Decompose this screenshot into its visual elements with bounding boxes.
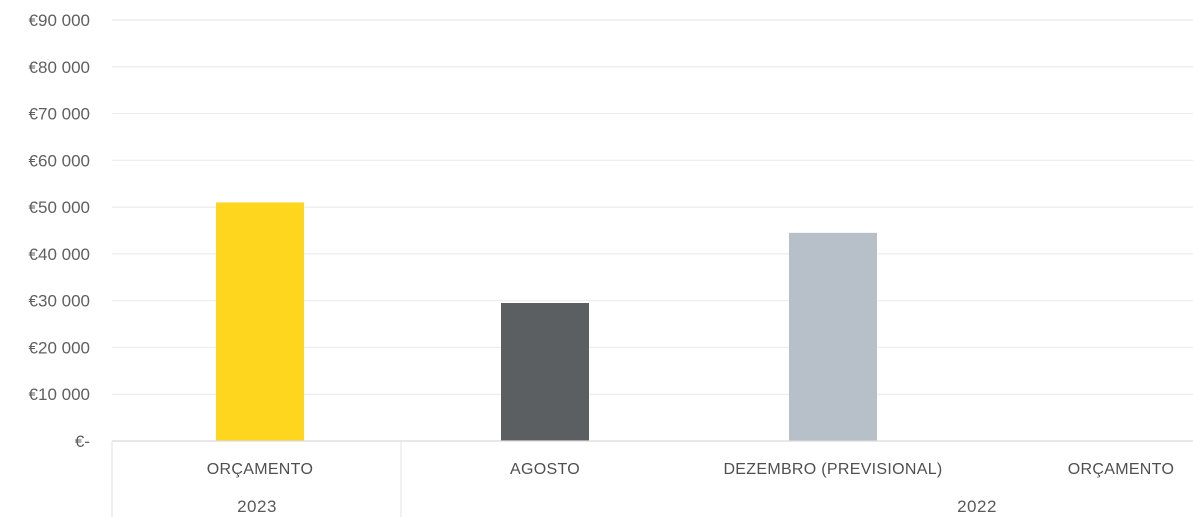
y-tick-label: €60 000 (29, 151, 90, 170)
category-label: AGOSTO (510, 461, 580, 478)
y-tick-label: €40 000 (29, 245, 90, 264)
bar (501, 303, 589, 441)
category-label: DEZEMBRO (PREVISIONAL) (723, 461, 942, 478)
y-tick-label: €50 000 (29, 198, 90, 217)
y-tick-label: €90 000 (29, 11, 90, 30)
group-label: 2023 (237, 497, 277, 516)
y-tick-label: €80 000 (29, 58, 90, 77)
y-axis-tick-labels: €- €10 000 €20 000 €30 000 €40 000 €50 000 €60… (29, 11, 90, 451)
category-label: ORÇAMENTO (207, 461, 313, 478)
group-labels: 2023 2022 (237, 497, 997, 516)
y-tick-label: €20 000 (29, 338, 90, 357)
bar (789, 232, 877, 441)
category-labels: ORÇAMENTO AGOSTO DEZEMBRO (PREVISIONAL) ORÇ… (207, 461, 1174, 478)
bar (216, 202, 304, 441)
x-axis (111, 440, 1193, 517)
y-tick-label: €10 000 (29, 385, 90, 404)
category-label: ORÇAMENTO (1068, 461, 1174, 478)
group-label: 2022 (957, 497, 997, 516)
bars (216, 202, 877, 441)
y-tick-label: €70 000 (29, 105, 90, 124)
y-tick-label: €- (75, 432, 90, 451)
y-tick-label: €30 000 (29, 292, 90, 311)
